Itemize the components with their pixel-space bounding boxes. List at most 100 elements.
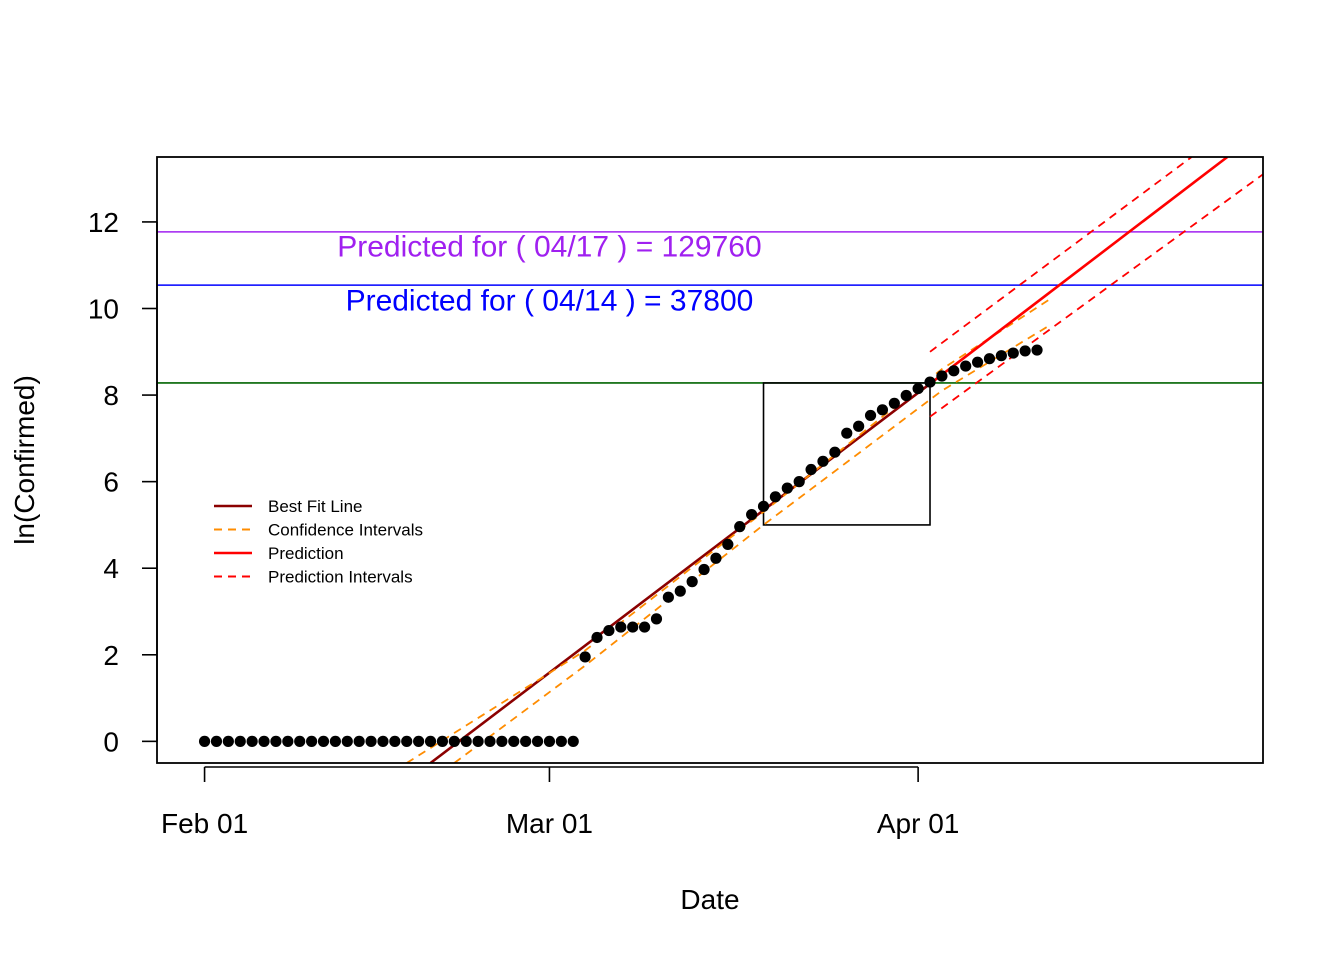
data-point-40	[674, 585, 686, 597]
data-point-67	[995, 350, 1007, 362]
data-point-25	[496, 735, 508, 747]
legend-label-3: Prediction Intervals	[268, 568, 413, 587]
y-tick-label-0: 0	[103, 726, 119, 757]
data-point-8	[294, 735, 306, 747]
data-point-59	[900, 389, 912, 402]
data-point-52	[817, 455, 829, 467]
data-point-48	[769, 491, 782, 503]
data-point-51	[805, 463, 817, 476]
data-point-22	[460, 735, 472, 747]
data-point-18	[413, 735, 425, 747]
data-point-5	[258, 735, 270, 747]
data-point-53	[829, 446, 841, 458]
data-point-39	[662, 591, 674, 603]
annotation-0: Predicted for ( 04/17 ) = 129760	[337, 231, 761, 264]
data-point-6	[270, 735, 282, 747]
y-tick-label-1: 2	[103, 640, 119, 671]
data-point-23	[472, 735, 484, 747]
data-point-66	[983, 353, 996, 365]
x-axis-title: Date	[680, 884, 739, 915]
data-point-46	[746, 508, 758, 521]
x-tick-label-1: Mar 01	[506, 808, 593, 839]
data-point-11	[329, 735, 341, 747]
best-fit-line-line-1	[429, 382, 931, 763]
data-point-57	[876, 404, 889, 416]
data-point-61	[924, 376, 936, 388]
data-point-24	[484, 735, 496, 747]
data-point-19	[424, 735, 437, 747]
data-point-47	[757, 500, 770, 512]
y-tick-label-5: 10	[88, 294, 119, 325]
data-point-15	[377, 735, 389, 747]
data-point-54	[841, 427, 853, 439]
data-point-38	[650, 613, 663, 625]
data-point-29	[543, 735, 556, 747]
data-point-43	[710, 552, 722, 564]
prediction-line-4	[929, 157, 1229, 385]
x-tick-label-0: Feb 01	[161, 808, 248, 839]
data-point-35	[615, 621, 627, 633]
data-point-58	[888, 397, 900, 409]
data-point-26	[508, 735, 520, 747]
data-point-9	[306, 735, 318, 747]
legend-label-2: Prediction	[268, 544, 344, 563]
data-point-64	[960, 360, 972, 372]
y-tick-label-6: 12	[88, 207, 119, 238]
data-point-32	[579, 651, 591, 663]
data-point-55	[853, 420, 865, 432]
horizontal-reference-lines	[157, 231, 1263, 384]
y-tick-label-3: 6	[103, 467, 119, 498]
highlight-box	[762, 382, 931, 526]
data-point-13	[353, 735, 365, 747]
data-point-44	[722, 538, 734, 551]
data-point-10	[317, 735, 330, 747]
data-point-21	[448, 735, 460, 747]
data-point-36	[627, 621, 639, 633]
data-point-28	[531, 735, 544, 747]
data-point-62	[936, 370, 948, 382]
data-point-42	[698, 563, 710, 576]
y-tick-label-2: 4	[103, 553, 119, 584]
data-points	[198, 344, 1043, 747]
data-point-70	[1031, 344, 1043, 356]
legend: Best Fit Line Confidence Intervals Predict…	[214, 497, 423, 587]
data-point-1	[210, 735, 223, 747]
data-point-63	[948, 365, 960, 377]
data-point-17	[401, 735, 413, 747]
data-point-49	[781, 482, 793, 494]
data-point-4	[246, 735, 258, 747]
data-point-12	[341, 735, 353, 747]
data-point-33	[591, 631, 603, 644]
y-axis-title: ln(Confirmed)	[9, 375, 40, 545]
data-point-56	[864, 409, 877, 422]
data-point-20	[436, 735, 449, 747]
data-point-45	[734, 521, 746, 533]
data-point-31	[567, 735, 579, 747]
data-point-2	[222, 735, 234, 747]
data-point-50	[793, 476, 805, 488]
data-point-34	[603, 624, 615, 637]
prediction-intervals-line-5	[929, 157, 1193, 353]
prediction-intervals-line-6	[929, 173, 1263, 418]
data-point-60	[912, 382, 924, 395]
data-point-14	[365, 735, 377, 747]
confidence-intervals-line-3	[453, 325, 1050, 763]
data-point-41	[686, 576, 698, 588]
data-point-7	[282, 735, 294, 747]
data-point-16	[389, 735, 401, 747]
x-tick-label-2: Apr 01	[877, 808, 960, 839]
data-point-37	[638, 621, 651, 633]
data-point-69	[1019, 345, 1031, 357]
annotation-1: Predicted for ( 04/14 ) = 37800	[346, 285, 754, 318]
data-point-0	[198, 735, 211, 747]
data-point-30	[555, 735, 567, 747]
data-point-27	[520, 735, 532, 747]
highlight-rect	[762, 382, 931, 526]
axes: Feb 01 Mar 01 Apr 01 0 2 4 6 8 10 12	[88, 207, 960, 839]
legend-label-1: Confidence Intervals	[268, 521, 423, 540]
legend-label-0: Best Fit Line	[268, 497, 363, 516]
annotations: Predicted for ( 04/17 ) = 129760 Predicte…	[337, 231, 761, 318]
data-point-65	[971, 356, 984, 368]
data-point-68	[1007, 347, 1019, 359]
